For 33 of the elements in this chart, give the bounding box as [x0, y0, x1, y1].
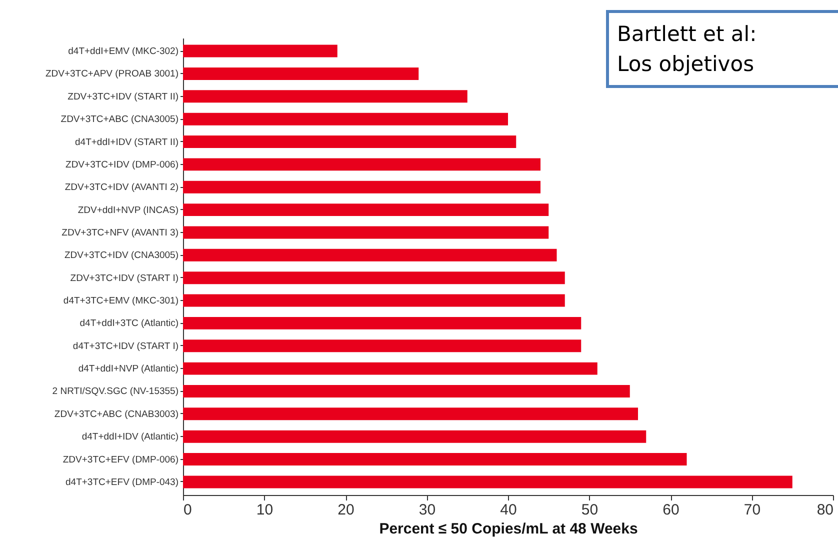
y-tick-label: d4T+3TC+EFV (DMP-043) — [66, 476, 178, 488]
y-tick-label: d4T+ddI+3TC (Atlantic) — [80, 318, 178, 330]
x-tick-label: 80 — [816, 502, 834, 518]
text-box: Bartlett et al: Los objetivos — [606, 10, 838, 88]
y-tick-label: ZDV+3TC+IDV (DMP-006) — [66, 159, 178, 170]
y-tick-label: d4T+ddI+NVP (Atlantic) — [78, 364, 178, 375]
y-tick-label: ZDV+3TC+ABC (CNAB3003) — [54, 408, 178, 420]
y-tick-label: d4T+ddI+IDV (Atlantic) — [82, 432, 178, 443]
y-tick-label: ZDV+3TC+NFV (AVANTI 3) — [62, 227, 178, 238]
annotation: Los objetivos — [617, 51, 756, 78]
x-tick-label: 10 — [256, 502, 274, 518]
y-tick-label: ZDV+ddI+NVP (INCAS) — [78, 204, 178, 216]
x-tick-label: 0 — [184, 502, 192, 518]
x-axis-title: Percent ≤ 50 Copies/mL at 48 Weeks — [379, 520, 638, 538]
y-tick-label: d4T+ddI+IDV (START II) — [75, 136, 178, 148]
y-tick-label: ZDV+3TC+IDV (CNA3005) — [64, 250, 178, 262]
x-tick-label: 70 — [744, 502, 761, 518]
y-tick-label: ZDV+3TC+IDV (START II) — [68, 91, 178, 102]
y-tick-label: ZDV+3TC+APV (PROAB 3001) — [45, 68, 178, 80]
y-tick-label: ZDV+3TC+ABC (CNA3005) — [60, 114, 178, 126]
y-tick-label: d4T+3TC+EMV (MKC-301) — [63, 296, 178, 307]
x-tick-label: 50 — [581, 502, 598, 518]
annotation: Bartlett et al: — [617, 21, 758, 48]
x-tick-label: 60 — [662, 502, 680, 518]
y-tick-label: ZDV+3TC+IDV (START I) — [70, 272, 178, 284]
y-tick-label: ZDV+3TC+IDV (AVANTI 2) — [64, 182, 178, 194]
y-tick-label: 2 NRTI/SQV.SGC (NV-15355) — [52, 386, 178, 398]
x-tick-label: 40 — [500, 502, 517, 518]
y-tick-label: d4T+ddI+EMV (MKC-302) — [68, 46, 178, 58]
y-tick-label: ZDV+3TC+EFV (DMP-006) — [62, 454, 178, 466]
x-tick-label: 20 — [338, 502, 354, 518]
y-tick-label: d4T+3TC+IDV (START I) — [72, 340, 178, 352]
x-tick-label: 30 — [418, 502, 436, 518]
